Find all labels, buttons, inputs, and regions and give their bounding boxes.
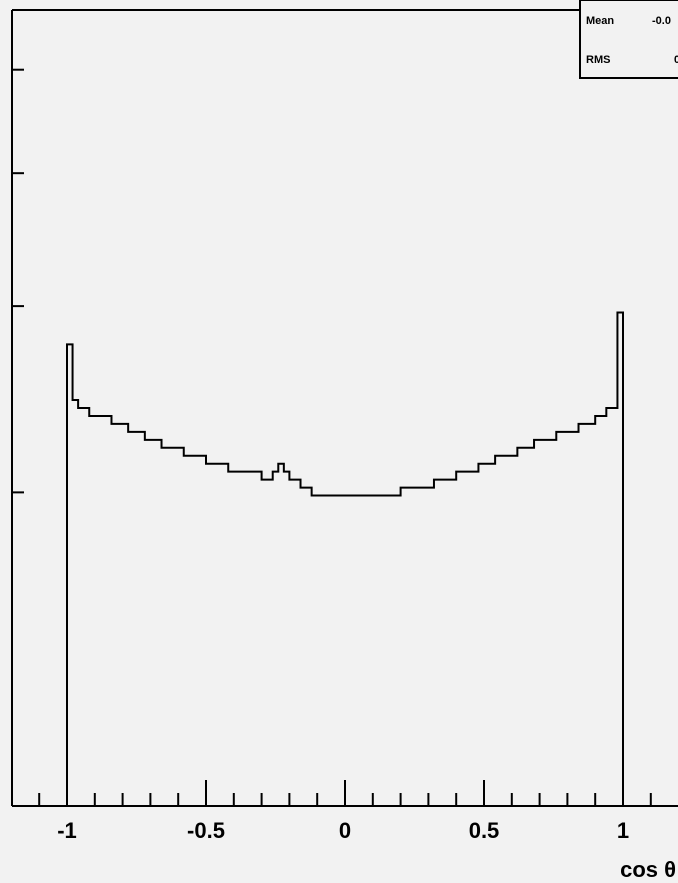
stats-box-frame (579, 0, 678, 79)
stats-rms-label: RMS (586, 54, 610, 66)
stats-rms-value: 0 (674, 54, 678, 66)
x-axis-tick-labels: -1 -0.5 0 0.5 1 (57, 818, 629, 843)
stats-mean-label: Mean (586, 15, 614, 27)
histogram-series (66, 311, 624, 806)
x-tick-label: -0.5 (187, 818, 225, 843)
stats-mean-value: -0.0 (652, 15, 671, 27)
x-tick-label: -1 (57, 818, 77, 843)
x-tick-label: 0 (339, 818, 351, 843)
x-axis-title: cos θ (620, 857, 676, 882)
x-tick-label: 1 (617, 818, 629, 843)
x-tick-label: 0.5 (469, 818, 500, 843)
y-axis-ticks (12, 68, 24, 494)
stats-box: Mean -0.0 RMS 0 (579, 0, 678, 79)
